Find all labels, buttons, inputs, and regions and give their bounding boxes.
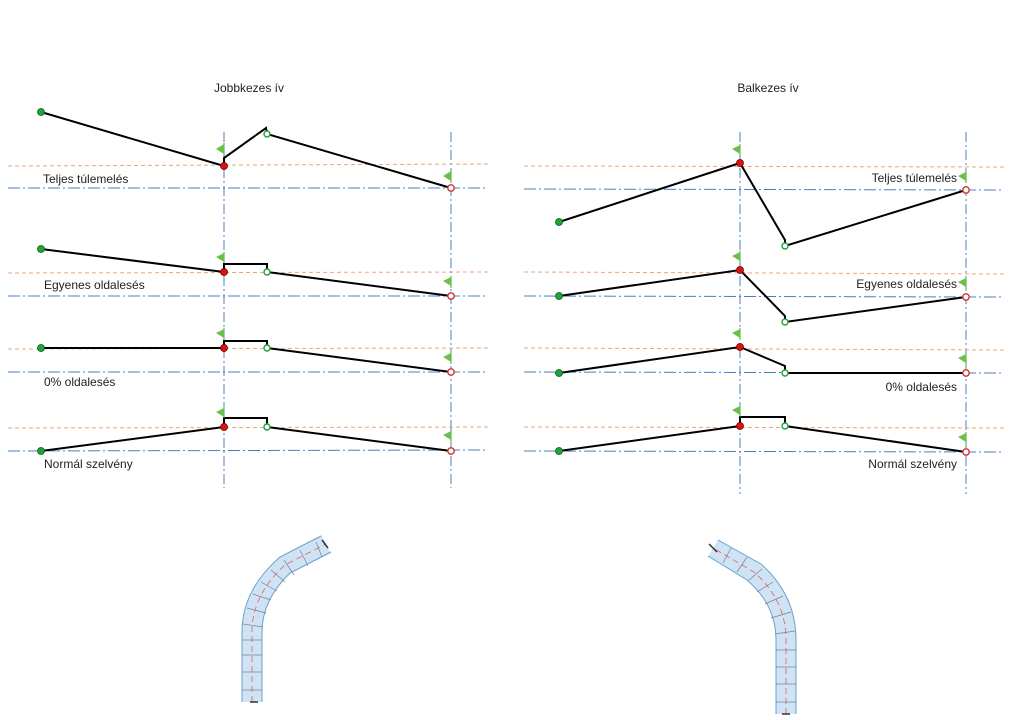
right-panel: Teljes túlemelés Egyenes oldalesés bbox=[523, 132, 1005, 494]
baseline bbox=[523, 188, 1005, 191]
outer-point-icon bbox=[263, 130, 271, 138]
end-point-icon bbox=[447, 184, 455, 192]
flag-icon bbox=[443, 431, 451, 440]
left-row-normal-section: Normál szelvény bbox=[7, 407, 489, 471]
baseline bbox=[7, 449, 489, 452]
flag-icon bbox=[216, 253, 224, 262]
right-row3-label: 0% oldalesés bbox=[886, 380, 957, 394]
reference-line bbox=[523, 426, 1005, 429]
right-row1-label: Teljes túlemelés bbox=[872, 171, 957, 185]
end-point-icon bbox=[447, 368, 455, 376]
cross-section-profile bbox=[558, 268, 967, 324]
right-panel-title: Balkezes ív bbox=[737, 81, 798, 95]
pivot-point-icon bbox=[220, 344, 228, 352]
flag-icon bbox=[958, 278, 966, 287]
end-point-icon bbox=[962, 186, 970, 194]
pivot-point-icon bbox=[736, 422, 744, 430]
reference-line bbox=[7, 163, 489, 167]
reference-line bbox=[7, 271, 489, 274]
flag-icon bbox=[443, 353, 451, 362]
outer-point-icon bbox=[263, 423, 271, 431]
left-row4-label: Normál szelvény bbox=[44, 457, 133, 471]
outer-point-icon bbox=[781, 242, 789, 250]
right-row4-label: Normál szelvény bbox=[868, 457, 957, 471]
flag-icon bbox=[958, 354, 966, 363]
end-point-icon bbox=[962, 448, 970, 456]
pivot-point-icon bbox=[736, 343, 744, 351]
cross-section-profile bbox=[41, 340, 452, 373]
start-point-icon bbox=[555, 292, 563, 300]
end-point-icon bbox=[447, 447, 455, 455]
cross-section-profile bbox=[558, 416, 967, 453]
left-row3-label: 0% oldalesés bbox=[44, 375, 115, 389]
right-road-plan bbox=[707, 539, 797, 715]
left-panel: Teljes túlemelés Egyenes oldalesés bbox=[7, 108, 489, 488]
flag-icon bbox=[732, 252, 740, 261]
flag-icon bbox=[732, 329, 740, 338]
right-row-normal-section: Normál szelvény bbox=[523, 405, 1005, 471]
left-panel-title: Jobbkezes ív bbox=[214, 81, 284, 95]
outer-point-icon bbox=[781, 318, 789, 326]
pivot-point-icon bbox=[220, 423, 228, 431]
flag-icon bbox=[443, 277, 451, 286]
start-point-icon bbox=[37, 108, 45, 116]
end-point-icon bbox=[962, 293, 970, 301]
left-row1-label: Teljes túlemelés bbox=[43, 172, 128, 186]
outer-point-icon bbox=[263, 268, 271, 276]
flag-icon bbox=[216, 408, 224, 417]
start-point-icon bbox=[37, 447, 45, 455]
end-point-icon bbox=[447, 292, 455, 300]
baseline bbox=[523, 295, 1005, 298]
start-point-icon bbox=[555, 369, 563, 377]
end-point-icon bbox=[962, 369, 970, 377]
right-row-zero-crossfall: 0% oldalesés bbox=[523, 328, 1005, 394]
left-row-zero-crossfall: 0% oldalesés bbox=[7, 328, 489, 389]
right-row2-label: Egyenes oldalesés bbox=[856, 277, 957, 291]
cross-section-profile bbox=[558, 161, 967, 248]
right-row-straight-crossfall: Egyenes oldalesés bbox=[523, 251, 1005, 326]
start-point-icon bbox=[555, 447, 563, 455]
right-row-full-superelevation: Teljes túlemelés bbox=[523, 144, 1005, 250]
reference-line bbox=[523, 165, 1005, 168]
flag-icon bbox=[958, 433, 966, 442]
flag-icon bbox=[216, 144, 224, 154]
flag-icon bbox=[732, 145, 740, 154]
outer-point-icon bbox=[781, 422, 789, 430]
outer-point-icon bbox=[263, 344, 271, 352]
cross-section-profile bbox=[558, 345, 966, 374]
flag-icon bbox=[732, 406, 740, 415]
reference-line bbox=[7, 426, 489, 429]
outer-point-icon bbox=[781, 369, 789, 377]
left-row-full-superelevation: Teljes túlemelés bbox=[7, 108, 489, 192]
left-road-plan bbox=[241, 535, 332, 703]
start-point-icon bbox=[37, 344, 45, 352]
left-row2-label: Egyenes oldalesés bbox=[44, 278, 145, 292]
start-point-icon bbox=[555, 218, 563, 226]
start-point-icon bbox=[37, 245, 45, 253]
pivot-point-icon bbox=[220, 268, 228, 276]
flag-icon bbox=[216, 329, 224, 338]
flag-icon bbox=[958, 172, 966, 181]
reference-line bbox=[523, 347, 1005, 351]
pivot-point-icon bbox=[220, 162, 228, 170]
cross-section-profile bbox=[40, 248, 452, 297]
flag-icon bbox=[443, 171, 451, 181]
pivot-point-icon bbox=[736, 266, 744, 274]
left-row-straight-crossfall: Egyenes oldalesés bbox=[7, 245, 489, 300]
baseline bbox=[523, 450, 1005, 453]
cross-section-profile bbox=[40, 417, 452, 452]
reference-line bbox=[523, 271, 1005, 275]
pivot-point-icon bbox=[736, 159, 744, 167]
cross-section-profile bbox=[40, 111, 452, 189]
